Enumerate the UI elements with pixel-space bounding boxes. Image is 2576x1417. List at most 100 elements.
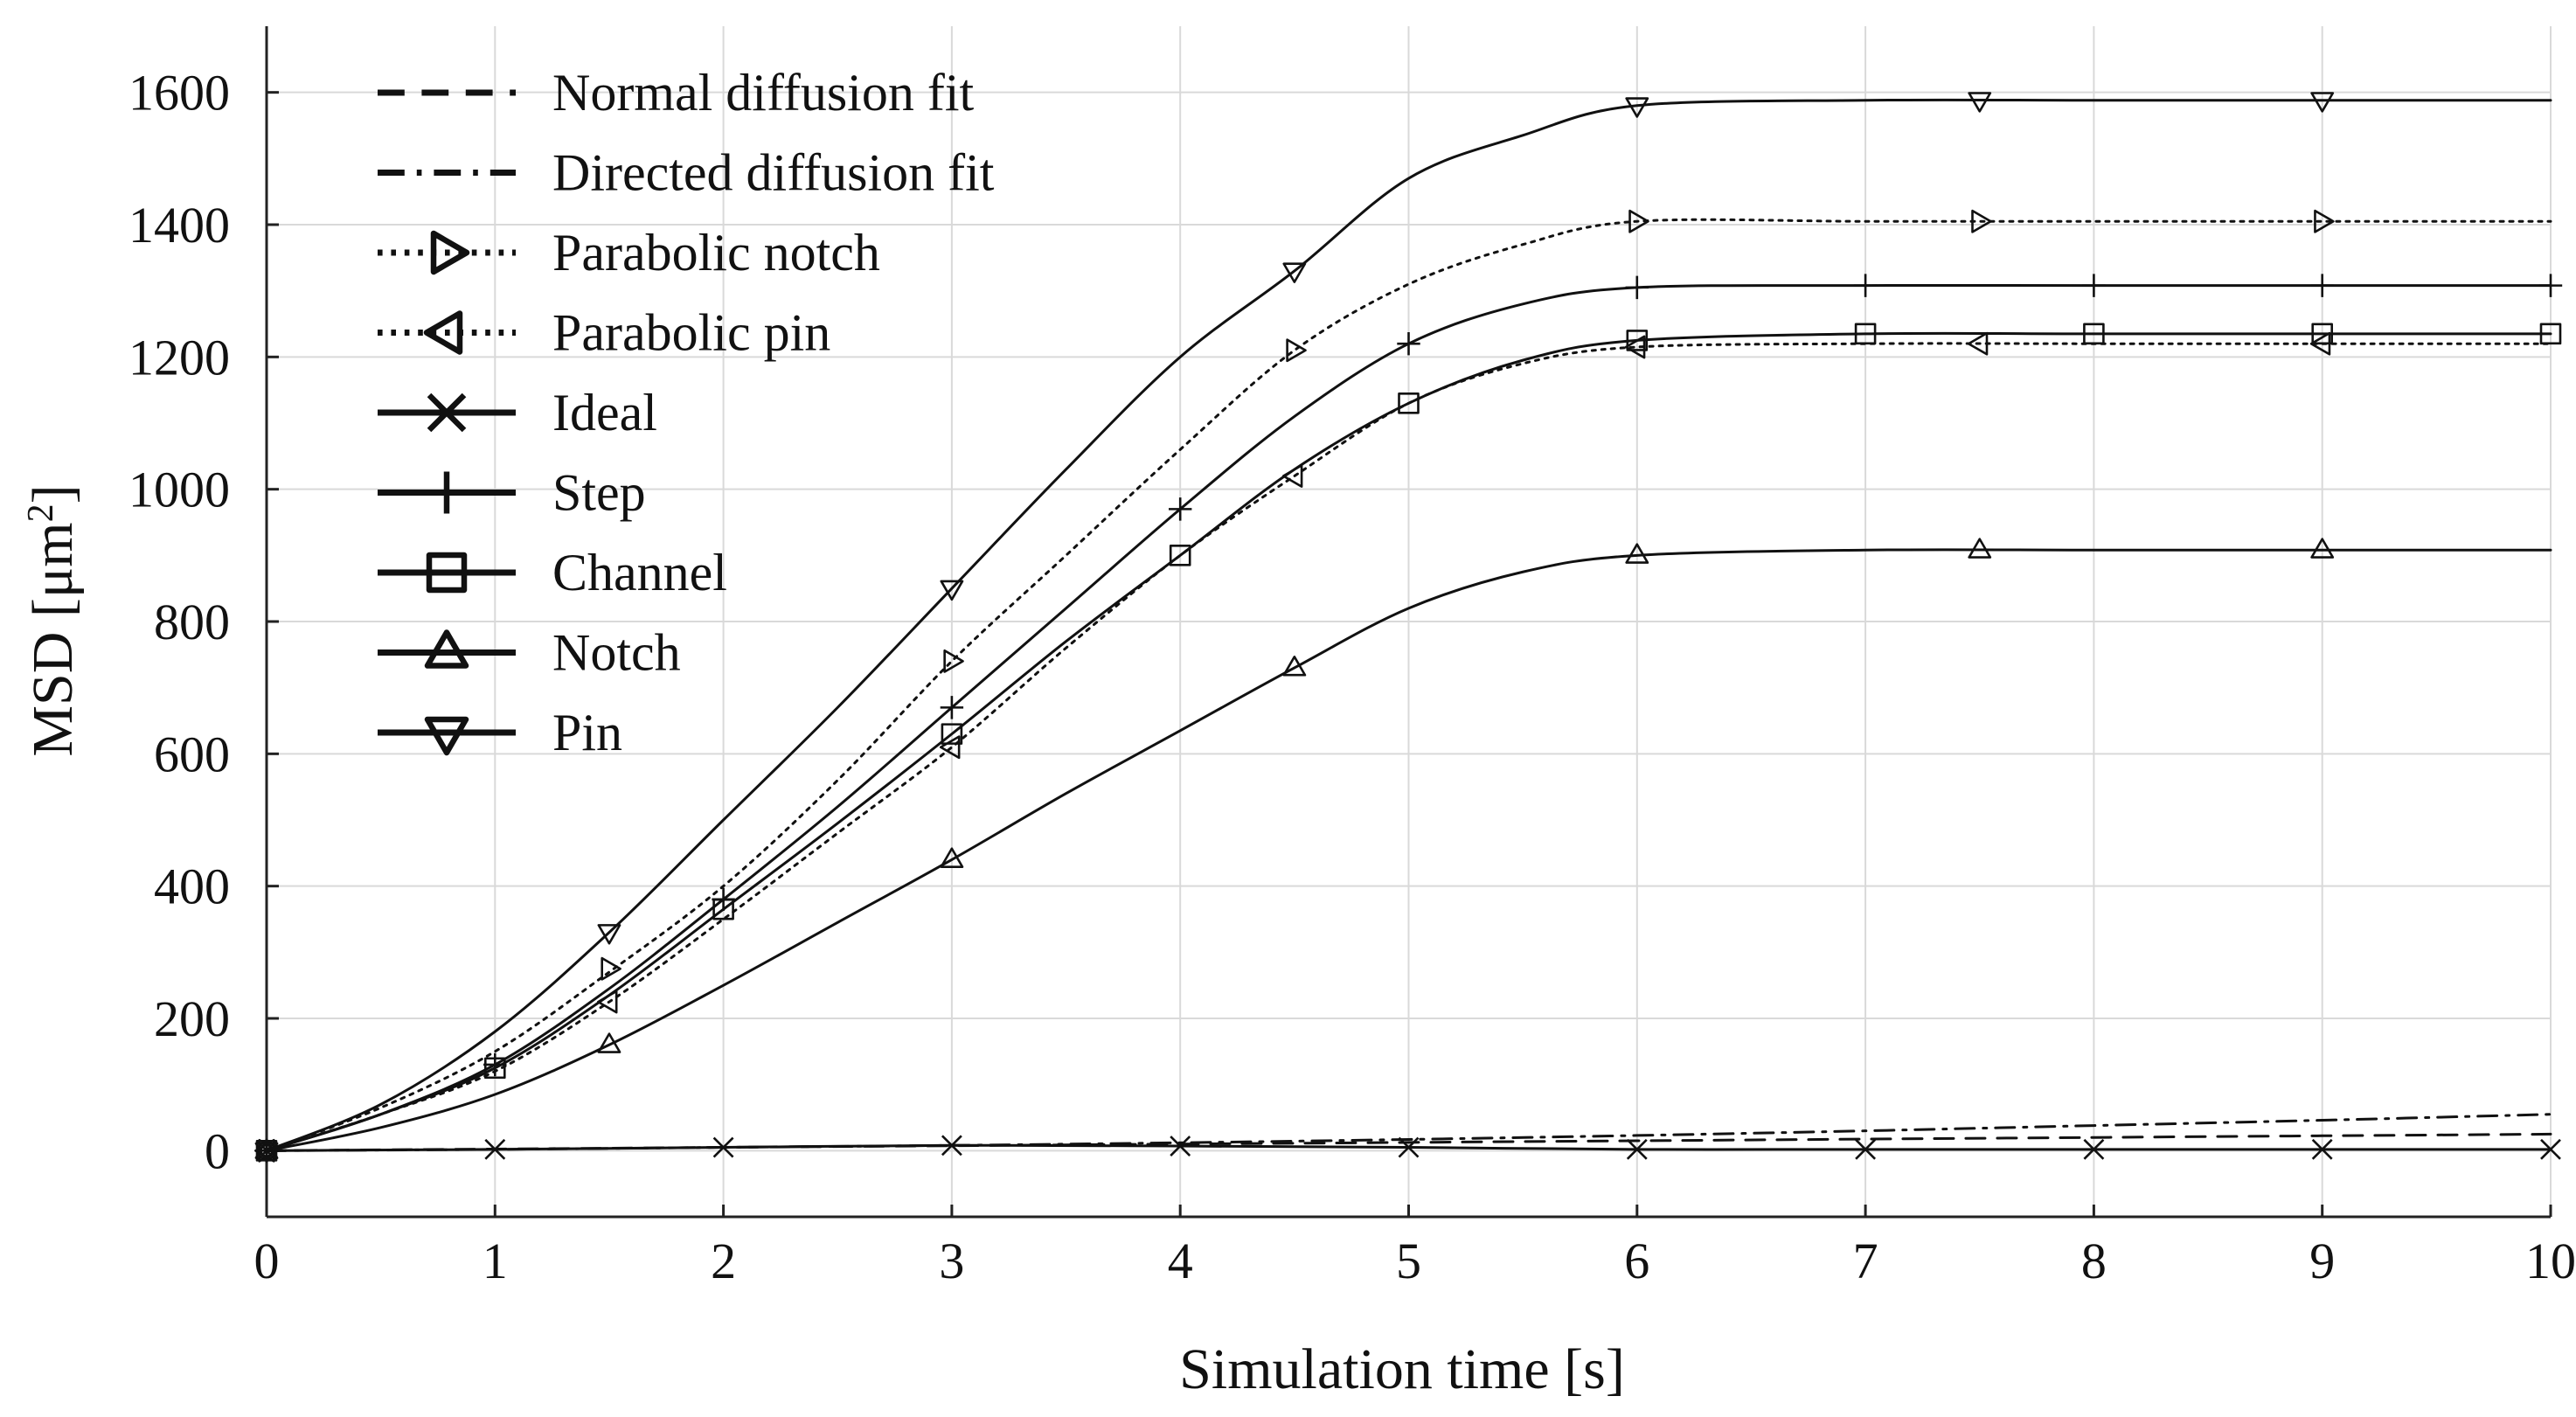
series-line-directed-diffusion-fit: [265, 1113, 2552, 1152]
data-point-parabolic-notch: [943, 649, 964, 673]
series-line-parabolic-pin: [265, 342, 2552, 1152]
data-point-channel: [941, 723, 963, 745]
x-tick-label: 7: [1853, 1233, 1878, 1289]
legend-label-channel: Channel: [552, 544, 727, 601]
legend-item-channel: Channel: [378, 544, 727, 601]
x-tick-label: 4: [1168, 1233, 1193, 1289]
data-point-step: [1169, 497, 1192, 521]
data-point-ideal: [484, 1138, 506, 1160]
y-axis-title-superscript: 2: [21, 504, 61, 522]
data-point-pin: [2310, 92, 2335, 113]
legend-label-pin: Pin: [552, 704, 622, 761]
data-point-parabolic-notch: [1971, 209, 1992, 233]
y-tick-label: 0: [205, 1122, 230, 1179]
series-line-step: [265, 283, 2552, 1152]
grid: [266, 26, 2552, 1217]
data-point-notch: [1968, 538, 1992, 559]
series-ideal: [256, 1135, 2561, 1162]
legend-marker-notch: [424, 629, 469, 669]
legend-label-ideal: Ideal: [552, 384, 657, 441]
legend: Normal diffusion fit Directed diffusion f…: [378, 64, 995, 761]
data-point-channel: [2083, 323, 2105, 345]
x-tick-label: 0: [254, 1233, 280, 1289]
data-point-notch: [1282, 656, 1307, 677]
data-point-ideal: [2540, 1138, 2561, 1160]
legend-item-pin: Pin: [378, 704, 622, 761]
y-tick-label: 1600: [128, 65, 230, 122]
data-point-notch: [940, 847, 964, 868]
y-tick-label: 800: [154, 594, 230, 650]
legend-marker-channel: [426, 552, 468, 594]
x-tick-label: 10: [2525, 1233, 2576, 1289]
legend-marker-step: [426, 471, 468, 514]
legend-item-ideal: Ideal: [378, 384, 657, 441]
data-point-notch: [1625, 543, 1649, 564]
x-tick-label: 1: [483, 1233, 508, 1289]
y-tick-label: 1200: [128, 329, 230, 386]
series-line-channel: [265, 331, 2552, 1152]
data-point-step: [1397, 332, 1420, 356]
data-point-ideal: [1626, 1138, 1648, 1160]
y-axis-title-main: MSD [μm: [21, 522, 85, 756]
axes: 0 1 2 3 4 5 6 7 8 9 10 0 200 400 600 800 1000 1200 1400 160…: [128, 26, 2576, 1289]
legend-item-step: Step: [378, 464, 646, 522]
data-point-notch: [597, 1032, 621, 1053]
data-point-ideal: [2083, 1138, 2105, 1160]
data-point-step: [1625, 275, 1649, 300]
y-axis-title-close: ]: [21, 484, 85, 504]
data-point-channel: [1169, 545, 1191, 566]
legend-item-normal-diffusion-fit: Normal diffusion fit: [378, 64, 974, 122]
data-point-parabolic-pin: [1967, 331, 1989, 356]
x-tick-label: 6: [1624, 1233, 1649, 1289]
y-axis-title: MSD [μm2]: [21, 484, 85, 756]
series-channel: [255, 323, 2562, 1162]
data-point-channel: [712, 898, 734, 920]
y-tick-label: 1400: [128, 197, 230, 254]
x-tick-label: 8: [2081, 1233, 2107, 1289]
data-point-step: [1853, 274, 1878, 297]
data-point-ideal: [1398, 1136, 1420, 1158]
series-line-parabolic-notch: [265, 218, 2552, 1152]
series-lines: [254, 92, 2563, 1163]
legend-item-directed-diffusion-fit: Directed diffusion fit: [378, 144, 995, 202]
data-point-channel: [1854, 323, 1877, 345]
data-point-channel: [2311, 323, 2333, 345]
data-point-pin: [1282, 262, 1307, 283]
legend-marker-ideal: [427, 392, 467, 433]
series-pin: [254, 92, 2552, 1163]
legend-label-step: Step: [552, 464, 646, 522]
x-tick-label: 3: [939, 1233, 964, 1289]
data-point-ideal: [941, 1135, 962, 1157]
data-point-channel: [483, 1057, 506, 1080]
x-tick-label: 2: [711, 1233, 736, 1289]
data-point-pin: [1625, 97, 1649, 118]
data-point-pin: [940, 580, 964, 601]
data-point-pin: [597, 924, 621, 945]
y-tick-label: 200: [154, 990, 230, 1047]
legend-marker-parabolic-notch: [430, 230, 470, 275]
y-tick-label: 400: [154, 858, 230, 915]
data-point-pin: [1968, 92, 1992, 113]
series-directed-diffusion-fit: [265, 1113, 2552, 1152]
data-point-parabolic-notch: [1628, 209, 1649, 233]
legend-label-normal-diffusion-fit: Normal diffusion fit: [552, 64, 974, 122]
series-line-pin: [265, 98, 2552, 1152]
x-tick-label: 5: [1396, 1233, 1421, 1289]
data-point-step: [2538, 274, 2563, 297]
legend-item-notch: Notch: [378, 624, 681, 682]
y-tick-label: 1000: [128, 462, 230, 518]
legend-marker-pin: [424, 716, 469, 756]
series-parabolic-notch: [258, 209, 2552, 1163]
data-point-ideal: [1855, 1138, 1877, 1160]
data-point-parabolic-notch: [1286, 338, 1307, 363]
legend-label-directed-diffusion-fit: Directed diffusion fit: [552, 144, 995, 202]
data-point-parabolic-notch: [601, 956, 621, 981]
legend-item-parabolic-notch: Parabolic notch: [378, 224, 880, 281]
data-point-ideal: [712, 1136, 734, 1158]
y-tick-label: 600: [154, 726, 230, 782]
x-axis-title: Simulation time [s]: [1179, 1337, 1625, 1401]
data-point-ideal: [2311, 1138, 2333, 1160]
data-point-channel: [1626, 330, 1649, 351]
series-line-notch: [265, 548, 2552, 1152]
